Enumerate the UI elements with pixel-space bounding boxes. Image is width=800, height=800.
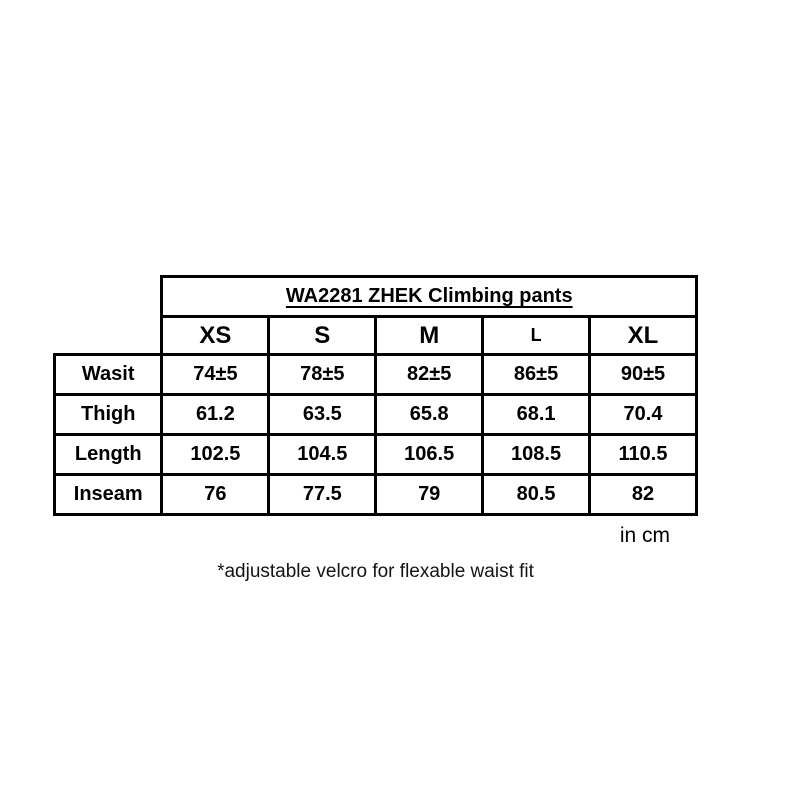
value-cell: 76 [160, 473, 271, 516]
footnote: *adjustable velcro for flexable waist fi… [217, 561, 534, 582]
value-cell: 82±5 [374, 353, 485, 396]
value-cell: 86±5 [481, 353, 592, 396]
value-cell: 102.5 [160, 433, 271, 476]
value-cell: 68.1 [481, 393, 592, 436]
value-cell: 104.5 [267, 433, 378, 476]
table-row-wasit: Wasit 74±5 78±5 82±5 86±5 90±5 [52, 353, 698, 396]
value-cell: 110.5 [588, 433, 698, 476]
size-header-xl: XL [588, 315, 698, 356]
value-cell: 61.2 [160, 393, 271, 436]
value-cell: 65.8 [374, 393, 485, 436]
table-row-inseam: Inseam 76 77.5 79 80.5 82 [52, 473, 698, 516]
value-cell: 74±5 [160, 353, 271, 396]
table-row-length: Length 102.5 104.5 106.5 108.5 110.5 [52, 433, 698, 476]
row-label-wasit: Wasit [52, 353, 164, 396]
value-cell: 108.5 [481, 433, 592, 476]
value-cell: 70.4 [588, 393, 698, 436]
value-cell: 78±5 [267, 353, 378, 396]
value-cell: 106.5 [374, 433, 485, 476]
unit-note: in cm [619, 524, 670, 547]
size-header-l: L [481, 315, 592, 356]
table-title-row: WA2281 ZHEK Climbing pants [55, 275, 698, 318]
size-header-row: XS S M L XL [55, 315, 698, 356]
row-label-length: Length [52, 433, 164, 476]
empty-corner-cell [55, 317, 162, 355]
row-label-inseam: Inseam [52, 473, 164, 516]
value-cell: 77.5 [267, 473, 378, 516]
value-cell: 90±5 [588, 353, 698, 396]
size-chart-title: WA2281 ZHEK Climbing pants [160, 275, 698, 318]
value-cell: 63.5 [267, 393, 378, 436]
empty-corner-cell [55, 277, 162, 317]
size-header-s: S [267, 315, 378, 356]
value-cell: 79 [374, 473, 485, 516]
value-cell: 80.5 [481, 473, 592, 516]
size-chart-table-wrap: WA2281 ZHEK Climbing pants XS S M L XL W… [52, 275, 698, 516]
size-header-m: M [374, 315, 485, 356]
size-header-xs: XS [160, 315, 271, 356]
size-chart-table: WA2281 ZHEK Climbing pants XS S M L XL W… [52, 275, 698, 516]
table-row-thigh: Thigh 61.2 63.5 65.8 68.1 70.4 [52, 393, 698, 436]
row-label-thigh: Thigh [52, 393, 164, 436]
value-cell: 82 [588, 473, 698, 516]
